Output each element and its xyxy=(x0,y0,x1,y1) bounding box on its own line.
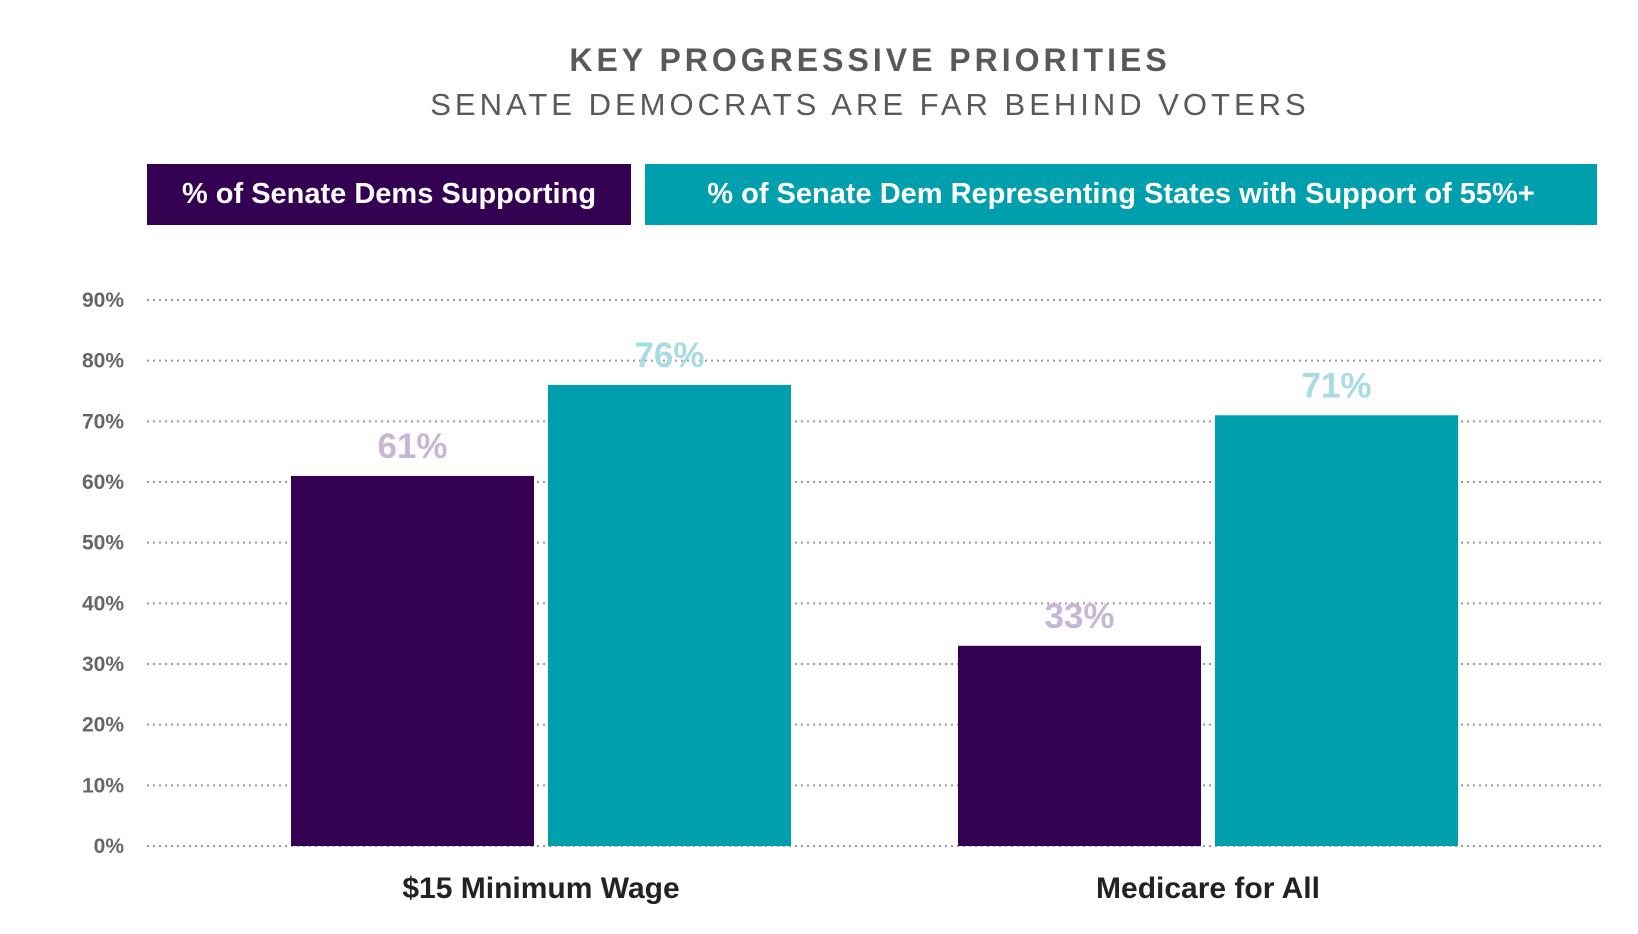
y-tick-label: 30% xyxy=(82,653,124,676)
value-labels: 61% 76% 33% 71% xyxy=(377,336,1371,636)
y-tick-label: 40% xyxy=(82,592,124,615)
bar-dems-representing-0 xyxy=(548,384,791,846)
x-category-label: $15 Minimum Wage xyxy=(402,872,679,905)
y-tick-label: 50% xyxy=(82,532,124,555)
y-tick-label: 10% xyxy=(82,774,124,797)
legend-item-dems-supporting: % of Senate Dems Supporting xyxy=(147,164,631,225)
y-tick-label: 0% xyxy=(94,835,125,858)
bar-dems-representing-1 xyxy=(1215,415,1458,846)
bar-value-label: 76% xyxy=(634,336,704,375)
legend-item-dems-representing-states: % of Senate Dem Representing States with… xyxy=(645,164,1597,225)
chart-title: KEY PROGRESSIVE PRIORITIES xyxy=(569,42,1171,78)
x-category-label: Medicare for All xyxy=(1096,872,1320,905)
x-axis-labels: $15 Minimum Wage Medicare for All xyxy=(402,872,1320,905)
bar-value-label: 33% xyxy=(1044,597,1114,636)
y-axis-ticks: 0% 10% 20% 30% 40% 50% 60% 70% 80% 90% xyxy=(82,289,124,858)
bar-value-label: 61% xyxy=(377,427,447,466)
bar-dems-supporting-0 xyxy=(291,475,534,846)
y-tick-label: 70% xyxy=(82,410,124,433)
y-tick-label: 20% xyxy=(82,714,124,737)
y-tick-label: 60% xyxy=(82,471,124,494)
bar-value-label: 71% xyxy=(1301,366,1371,405)
bars xyxy=(291,384,1458,846)
y-tick-label: 80% xyxy=(82,350,124,373)
chart-subtitle: SENATE DEMOCRATS ARE FAR BEHIND VOTERS xyxy=(430,87,1310,122)
y-tick-label: 90% xyxy=(82,289,124,312)
bar-dems-supporting-1 xyxy=(958,645,1201,846)
